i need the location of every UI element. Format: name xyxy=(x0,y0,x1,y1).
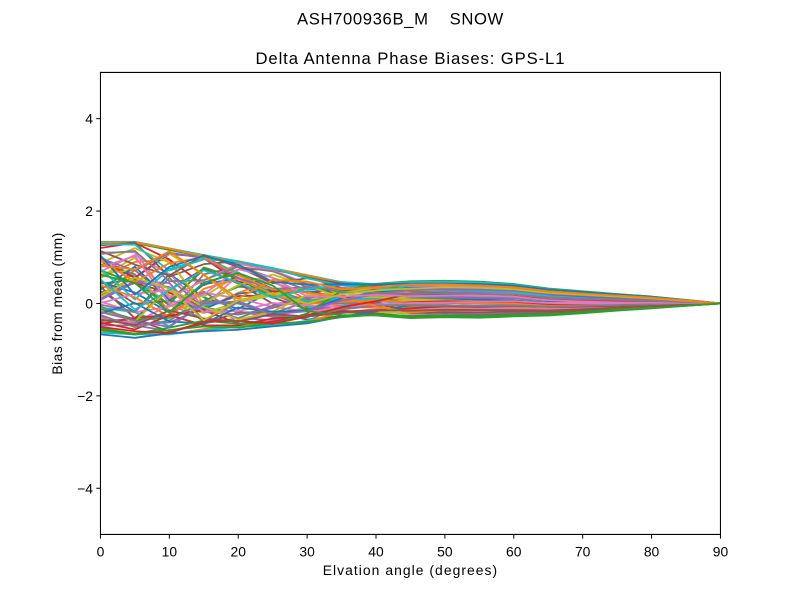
svg-text:2: 2 xyxy=(85,203,93,219)
svg-text:20: 20 xyxy=(231,543,247,559)
svg-text:40: 40 xyxy=(368,543,384,559)
svg-text:Delta Antenna Phase Biases: GP: Delta Antenna Phase Biases: GPS-L1 xyxy=(256,49,566,68)
svg-text:Elvation angle (degrees): Elvation angle (degrees) xyxy=(323,562,498,578)
svg-text:ASH700936B_M SNOW: ASH700936B_M SNOW xyxy=(297,10,504,29)
svg-text:4: 4 xyxy=(85,111,93,127)
svg-text:10: 10 xyxy=(162,543,178,559)
svg-text:Bias from mean (mm): Bias from mean (mm) xyxy=(49,232,65,374)
svg-text:60: 60 xyxy=(506,543,522,559)
svg-text:−2: −2 xyxy=(77,388,93,404)
svg-text:90: 90 xyxy=(713,543,729,559)
svg-text:50: 50 xyxy=(437,543,453,559)
svg-text:0: 0 xyxy=(85,295,93,311)
svg-text:80: 80 xyxy=(644,543,660,559)
svg-text:30: 30 xyxy=(299,543,315,559)
svg-text:0: 0 xyxy=(97,543,105,559)
svg-text:−4: −4 xyxy=(77,480,93,496)
svg-text:70: 70 xyxy=(575,543,591,559)
